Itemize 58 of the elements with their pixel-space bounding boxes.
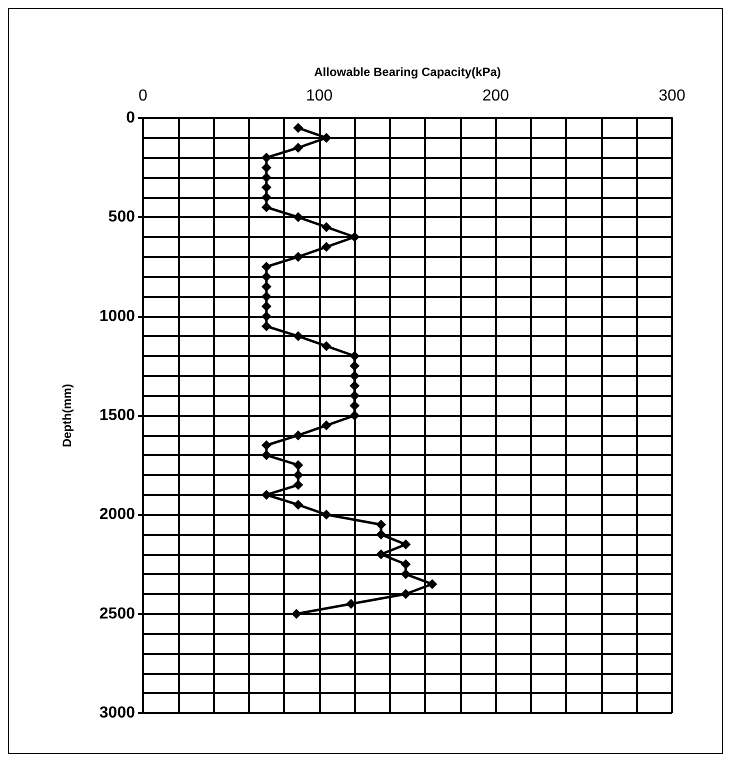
- point: [261, 282, 272, 292]
- y-tick-label: 1500: [99, 407, 136, 424]
- point: [400, 569, 411, 580]
- point: [261, 321, 272, 332]
- point: [321, 222, 332, 232]
- point: [261, 152, 272, 163]
- x-tick-label: 100: [306, 88, 333, 104]
- point: [261, 192, 272, 202]
- point: [376, 549, 386, 560]
- point: [350, 360, 360, 371]
- point: [261, 311, 272, 322]
- y-tick-label: 500: [108, 208, 136, 226]
- x-axis-title: Allowable Bearing Capacity(kPa): [314, 65, 501, 79]
- y-tick-label: 0: [126, 110, 136, 126]
- point: [350, 400, 360, 411]
- point: [293, 122, 304, 133]
- point: [400, 589, 411, 599]
- point: [321, 341, 332, 352]
- point: [261, 301, 272, 312]
- point: [293, 331, 304, 342]
- point: [293, 252, 304, 262]
- point: [350, 390, 360, 401]
- point: [293, 142, 304, 153]
- point: [261, 262, 272, 272]
- point: [350, 380, 360, 391]
- point: [321, 420, 332, 430]
- point: [376, 520, 386, 530]
- x-tick-label: 200: [482, 88, 510, 104]
- point: [293, 500, 304, 510]
- y-tick-label: 1000: [99, 308, 136, 325]
- point: [321, 510, 332, 520]
- point: [321, 242, 332, 252]
- point: [293, 470, 304, 480]
- y-axis-title: Depth(mm): [60, 384, 74, 448]
- y-tick-label: 2500: [99, 605, 136, 622]
- point: [261, 440, 272, 450]
- point: [261, 202, 272, 212]
- x-tick-label: 300: [658, 88, 686, 104]
- point: [400, 539, 411, 550]
- point: [261, 182, 272, 192]
- point: [350, 370, 360, 381]
- x-tick-label: 0: [138, 88, 148, 104]
- point: [427, 579, 438, 590]
- point: [261, 450, 272, 460]
- point: [376, 530, 386, 540]
- point: [261, 292, 272, 302]
- point: [261, 172, 272, 182]
- point: [350, 351, 360, 361]
- point: [293, 212, 304, 222]
- point: [350, 410, 360, 420]
- y-tick-label: 3000: [99, 704, 136, 722]
- point: [293, 460, 304, 470]
- y-tick-label: 2000: [99, 506, 136, 524]
- point: [261, 162, 272, 173]
- point: [291, 608, 302, 619]
- point: [400, 559, 411, 570]
- point: [293, 480, 304, 490]
- point: [261, 272, 272, 282]
